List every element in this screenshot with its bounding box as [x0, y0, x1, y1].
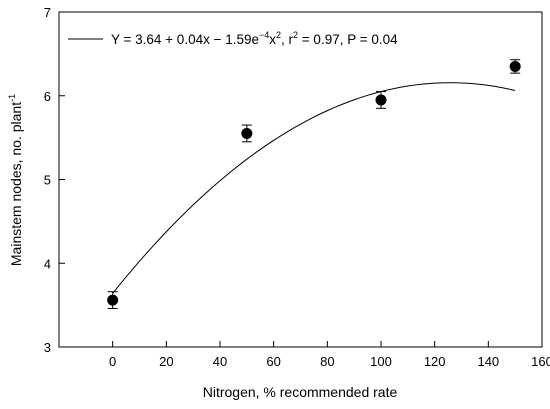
x-tick-label: 0	[109, 354, 116, 369]
x-tick-label: 160	[531, 354, 550, 369]
legend-eq-part2: x	[269, 32, 276, 47]
legend-eq-part4: = 0.97, P = 0.04	[298, 32, 398, 47]
x-tick-label: 140	[477, 354, 499, 369]
y-axis-ticks: 3 4 5 6 7	[44, 5, 65, 355]
data-point	[241, 127, 253, 139]
data-points	[107, 59, 521, 309]
legend-eq-part3: , r	[281, 32, 294, 47]
x-tick-label: 120	[424, 354, 446, 369]
y-tick-label: 6	[44, 89, 51, 104]
legend-eq-sup1: −4	[259, 30, 269, 40]
x-tick-label: 100	[370, 354, 392, 369]
plot-frame	[58, 11, 543, 348]
y-axis-label-main: Mainstem nodes, no. plant	[8, 102, 24, 266]
x-tick-label: 60	[266, 354, 280, 369]
data-point	[375, 94, 387, 106]
legend-eq-part1: Y = 3.64 + 0.04x − 1.59e	[111, 32, 259, 47]
y-axis-label: Mainstem nodes, no. plant-1	[7, 94, 24, 266]
legend: Y = 3.64 + 0.04x − 1.59e−4x2, r2 = 0.97,…	[68, 30, 398, 47]
data-point	[509, 60, 521, 72]
y-tick-label: 5	[44, 173, 51, 188]
x-axis-ticks: 0 20 40 60 80 100 120 140 160	[109, 341, 550, 369]
y-axis-label-sup: -1	[7, 94, 17, 102]
x-axis-label: Nitrogen, % recommended rate	[203, 384, 398, 400]
y-tick-label: 4	[44, 256, 51, 271]
legend-eq-sup2: 2	[276, 30, 281, 40]
data-point	[107, 294, 119, 306]
fit-curve	[112, 82, 516, 294]
x-tick-label: 20	[159, 354, 173, 369]
x-tick-label: 80	[320, 354, 334, 369]
x-tick-label: 40	[213, 354, 227, 369]
y-tick-label: 7	[44, 5, 51, 20]
y-tick-label: 3	[44, 340, 51, 355]
legend-equation: Y = 3.64 + 0.04x − 1.59e−4x2, r2 = 0.97,…	[111, 30, 398, 47]
legend-eq-sup3: 2	[293, 30, 298, 40]
